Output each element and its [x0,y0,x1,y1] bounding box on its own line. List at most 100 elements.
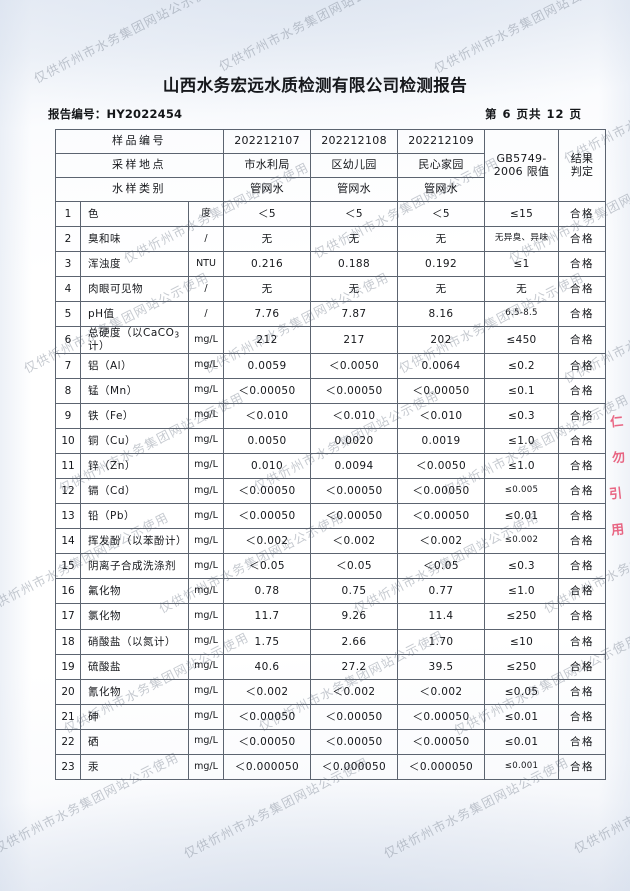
report-number: 报告编号：HY2022454 [48,107,183,121]
row-value-3: 11.4 [397,603,486,630]
subscript: 3 [174,330,180,340]
row-value-1: 0.010 [223,452,312,479]
row-unit: mg/L [187,377,225,404]
row-result: 合格 [558,377,607,404]
row-item-name: 镉（Cd） [80,477,189,505]
row-index: 5 [55,301,81,328]
table-row: 21 砷 mg/L ＜0.00050 ＜0.00050 ＜0.00050 ≤0.01 合格 [55,703,607,730]
limit-standard-line1: GB5749- [496,151,547,165]
row-item-name: 肉眼可见物 [80,276,189,303]
header-sample-type-1: 管网水 [223,177,312,202]
row-item-name: 硫酸盐 [80,653,189,680]
row-unit: mg/L [187,452,225,479]
row-result: 合格 [558,653,607,680]
row-item-name: 铅（Pb） [80,503,189,530]
row-result: 合格 [558,728,607,756]
row-value-2: ＜0.002 [310,678,399,705]
page-title: 山西水务宏远水质检测有限公司检测报告 [162,76,468,95]
row-value-1: 1.75 [223,628,312,655]
row-result: 合格 [558,251,607,278]
row-item-name: pH值 [80,301,189,328]
row-value-1: ＜0.00050 [223,377,312,404]
row-value-1: ＜0.05 [223,553,312,580]
red-seal-fragment: 仁 勿 引 用 [608,414,626,539]
row-unit: mg/L [187,653,225,680]
row-result: 合格 [558,200,607,228]
row-value-1: 0.216 [223,251,312,278]
table-row: 20 氰化物 mg/L ＜0.002 ＜0.002 ＜0.002 ≤0.05 合格 [55,678,607,705]
row-index: 4 [55,276,81,303]
row-index: 21 [55,703,81,730]
row-item-name: 氟化物 [80,578,189,605]
row-index: 11 [55,452,81,479]
row-value-2: 217 [310,326,399,354]
table-row: 17 氯化物 mg/L 11.7 9.26 11.4 ≤250 合格 [55,603,607,630]
row-value-3: 无 [397,226,486,253]
row-value-1: ＜0.002 [223,528,312,555]
row-item-name: 硝酸盐（以氮计） [80,628,189,655]
row-item-name: 锌（Zn） [80,452,189,479]
row-item-name: 铝（Al） [80,352,189,379]
row-result: 合格 [558,703,607,730]
row-item-name: 色 [80,200,189,228]
row-limit: ≤1.0 [484,452,560,479]
row-item-name: 铜（Cu） [80,427,189,454]
row-limit: ≤0.001 [484,753,560,781]
row-value-2: ＜0.010 [310,402,399,429]
row-index: 23 [55,753,81,781]
table-row: 16 氟化物 mg/L 0.78 0.75 0.77 ≤1.0 合格 [55,578,607,605]
row-item-name: 氰化物 [80,678,189,705]
row-value-3: 0.77 [397,578,486,605]
row-unit: / [187,226,225,253]
row-unit: mg/L [187,578,225,605]
row-result: 合格 [558,528,607,555]
row-limit: ≤1 [484,251,560,278]
row-item-name: 硒 [80,728,189,756]
row-result: 合格 [558,276,607,303]
row-value-2: 无 [310,276,399,303]
row-item-name: 铁（Fe） [80,402,189,429]
row-value-3: ＜0.0050 [397,452,486,479]
row-value-3: 0.0064 [397,352,486,379]
row-result: 合格 [558,678,607,705]
row-value-3: ＜0.002 [397,678,486,705]
row-unit: mg/L [187,678,225,705]
table-row: 1 色度＜5 ＜5 ＜5 ≤15 合格 [55,200,607,228]
row-unit: NTU [187,251,225,278]
row-limit: ≤0.01 [484,503,560,530]
row-result: 合格 [558,628,607,655]
header-sample-site-3: 民心家园 [397,153,486,178]
row-value-2: ＜0.05 [310,553,399,580]
table-row: 12 镉（Cd） mg/L ＜0.00050 ＜0.00050 ＜0.00050 ≤0.00… [55,477,607,505]
row-value-1: 0.78 [223,578,312,605]
row-unit: mg/L [187,477,225,505]
row-value-1: 无 [223,226,312,253]
table-row: 6 总硬度（以CaCO3计） mg/L 212 217 202 ≤450 合格 [55,326,607,354]
page-number: 第 6 页共 12 页 [484,107,582,121]
row-value-2: ＜0.00050 [310,503,399,530]
row-item-name: 氯化物 [80,603,189,630]
water-quality-table: 样品编号 202212107 202212108 202212109 GB5749- 20… [54,129,607,781]
header-row-label-sample-site: 采样地点 [54,153,225,178]
row-unit: mg/L [187,503,225,530]
row-value-1: 7.76 [223,301,312,328]
row-result: 合格 [558,452,607,479]
row-value-1: ＜0.00050 [223,703,312,730]
limit-standard-line2: 2006 限值 [493,164,550,178]
row-item-name: 臭和味 [80,226,189,253]
row-unit: / [187,276,225,303]
row-value-1: 0.0050 [223,427,312,454]
row-value-3: ＜0.00050 [397,503,486,530]
row-value-3: 39.5 [397,653,486,680]
row-index: 6 [55,326,81,354]
row-limit: ≤250 [484,603,560,630]
table-row: 7 铝（Al） mg/L 0.0059 ＜0.0050 0.0064 ≤0.2 合格 [55,352,607,379]
row-unit: mg/L [187,352,225,379]
row-limit: ≤0.01 [484,728,560,756]
table-row: 19 硫酸盐 mg/L 40.6 27.2 39.5 ≤250 合格 [55,653,607,680]
table-row: 2 臭和味 / 无无无无异臭、异味 合格 [55,226,607,253]
row-value-2: ＜0.002 [310,528,399,555]
table-row: 10 铜（Cu） mg/L 0.0050 0.0020 0.0019 ≤1.0 合格 [55,427,607,454]
row-value-1: 无 [223,276,312,303]
row-result: 合格 [558,477,607,505]
